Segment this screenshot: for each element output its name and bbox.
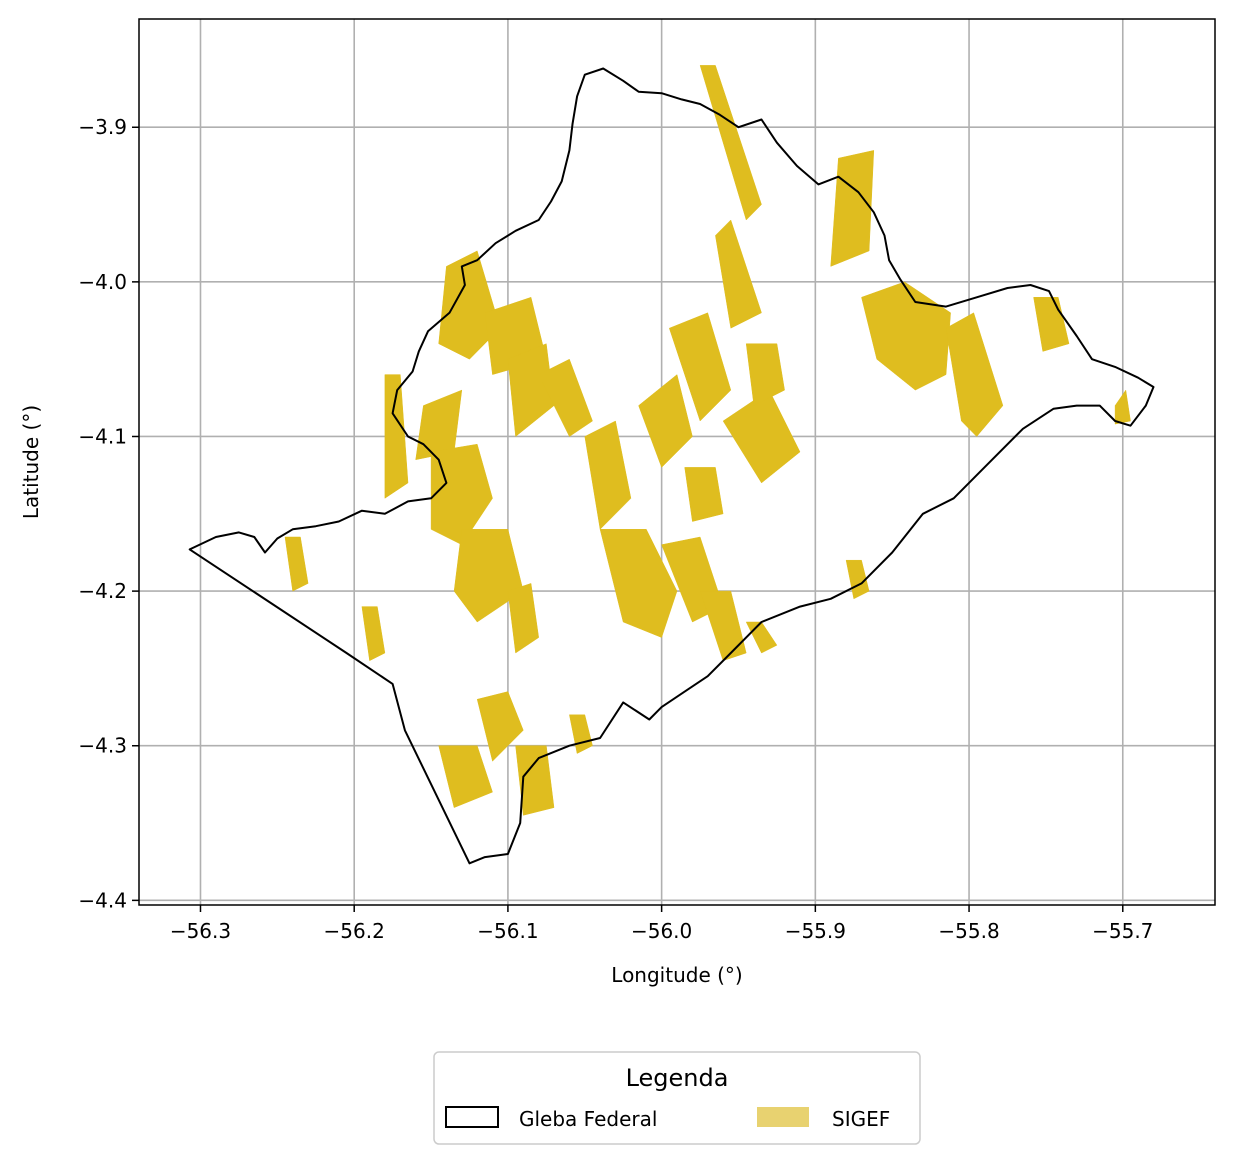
sigef-parcel-11	[384, 374, 409, 499]
sigef-parcel-18	[668, 312, 732, 422]
legend-label-gleba: Gleba Federal	[519, 1107, 657, 1131]
x-axis-label: Longitude (°)	[611, 963, 742, 987]
sigef-parcel-31	[569, 714, 593, 754]
sigef-parcel-4	[945, 312, 1004, 437]
legend: Legenda Gleba Federal SIGEF	[433, 1051, 921, 1145]
legend-swatch-gleba	[445, 1106, 499, 1128]
sigef-parcel-24	[476, 691, 524, 762]
sigef-parcel-27	[684, 467, 724, 522]
y-tick-label-1: −4.0	[78, 270, 127, 294]
y-tick-label-2: −4.1	[78, 424, 127, 448]
x-tick-label-3: −56.0	[631, 919, 692, 943]
y-tick-label-4: −4.3	[78, 734, 127, 758]
y-tick-label-3: −4.2	[78, 579, 127, 603]
legend-label-sigef: SIGEF	[832, 1107, 890, 1131]
gleba-federal-outline	[188, 67, 1155, 865]
x-tick-label-0: −56.3	[170, 919, 231, 943]
x-tick-label-6: −55.7	[1092, 919, 1153, 943]
axis-ticks: −56.3 −56.2 −56.1 −56.0 −55.9 −55.8 −55.7 −3.9 −…	[78, 115, 1153, 943]
sigef-parcel-30	[284, 536, 309, 592]
sigef-parcel-26	[515, 745, 555, 816]
sigef-parcel-1	[715, 219, 762, 329]
sigef-parcel-0	[699, 65, 762, 221]
y-axis-label: Latitude (°)	[19, 405, 43, 519]
sigef-parcel-25	[438, 745, 493, 808]
sigef-parcel-7	[438, 250, 501, 360]
y-tick-label-5: −4.4	[78, 888, 127, 912]
x-tick-label-5: −55.8	[938, 919, 999, 943]
sigef-parcel-29	[361, 606, 386, 662]
x-tick-label-4: −55.9	[785, 919, 846, 943]
legend-title: Legenda	[626, 1064, 729, 1092]
sigef-parcel-21	[599, 529, 678, 638]
sigef-parcel-17	[638, 374, 693, 468]
y-tick-label-0: −3.9	[78, 115, 127, 139]
x-tick-label-2: −56.1	[477, 919, 538, 943]
sigef-parcel-6	[1114, 389, 1131, 425]
sigef-parcel-14	[507, 583, 539, 654]
sigef-parcel-16	[584, 420, 632, 530]
sigef-parcel-12	[430, 443, 493, 546]
plot-frame	[138, 18, 1216, 906]
sigef-parcel-28	[845, 559, 870, 600]
sigef-parcel-3	[861, 281, 951, 391]
sigef-parcel-20	[745, 343, 785, 406]
sigef-parcel-13	[453, 529, 524, 623]
legend-swatch-sigef	[757, 1107, 809, 1127]
sigef-parcel-15	[538, 358, 593, 437]
x-tick-label-1: −56.2	[324, 919, 385, 943]
plot-area	[188, 65, 1155, 865]
sigef-parcel-23	[699, 590, 747, 662]
